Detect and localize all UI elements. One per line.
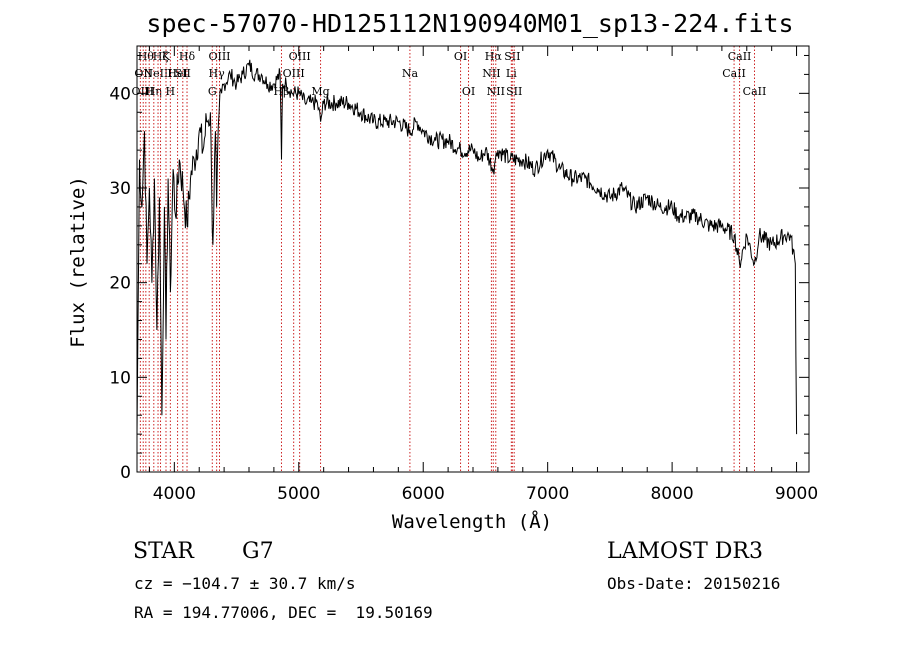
- line-label-18: Mg: [311, 85, 329, 98]
- line-label-20: OI: [454, 50, 467, 63]
- observation-date: Obs-Date: 20150216: [607, 574, 781, 593]
- object-type: STAR: [133, 539, 194, 564]
- axes: 4000 5000 6000 7000 8000 9000 0 10 20 30 40: [109, 45, 818, 504]
- line-label-21: OI: [462, 85, 475, 98]
- x-tick-label: 6000: [402, 484, 445, 504]
- line-label-19: Na: [402, 67, 419, 80]
- x-tick-label: 4000: [153, 484, 196, 504]
- line-label-10: SII: [175, 67, 191, 80]
- x-tick-label: 8000: [650, 484, 693, 504]
- line-label-1: OII: [134, 67, 152, 80]
- line-label-9: HeI: [167, 67, 187, 80]
- line-label-7: K: [162, 50, 171, 63]
- plot-frame: [136, 45, 810, 473]
- plot-area: [136, 59, 798, 435]
- x-axis-label: Wavelength (Å): [392, 510, 552, 533]
- line-label-13: Hγ: [209, 67, 226, 80]
- line-label-14: OIII: [208, 50, 230, 63]
- coordinates: RA = 194.77006, DEC = 19.50169: [134, 603, 433, 622]
- x-tick-label: 7000: [526, 484, 569, 504]
- redshift-cz: cz = −104.7 ± 30.7 km/s: [134, 574, 356, 593]
- survey-name: LAMOST DR3: [607, 539, 763, 564]
- x-tick-label: 9000: [775, 484, 818, 504]
- line-label-26: SII: [504, 50, 520, 63]
- line-label-28: CaII: [722, 67, 746, 80]
- line-label-0: OII: [132, 85, 150, 98]
- spectral-line-markers: OIIOIIHθHHηNeIIIHζKHHeISIIHδGHγOIIIHβOII…: [132, 46, 767, 472]
- spectrum-line: [136, 59, 798, 435]
- y-tick-label: 20: [109, 274, 131, 294]
- spectral-subclass: G7: [242, 539, 274, 564]
- line-label-15: Hβ: [274, 85, 290, 98]
- y-tick-label: 10: [109, 368, 131, 388]
- line-label-22: NII: [482, 67, 500, 80]
- line-label-2: Hθ: [138, 50, 155, 63]
- line-label-4: Hη: [146, 85, 162, 98]
- line-label-24: NII: [487, 85, 505, 98]
- line-label-27: SII: [506, 85, 522, 98]
- x-tick-label: 5000: [277, 484, 320, 504]
- line-label-16: OIII: [283, 67, 305, 80]
- line-label-3: H: [144, 85, 154, 98]
- line-label-29: CaII: [728, 50, 752, 63]
- y-tick-label: 30: [109, 179, 131, 199]
- line-label-12: G: [208, 85, 217, 98]
- line-label-6: Hζ: [153, 50, 169, 63]
- y-tick-label: 40: [109, 84, 131, 104]
- y-tick-label: 0: [120, 463, 131, 483]
- line-label-11: Hδ: [179, 50, 196, 63]
- chart-title: spec-57070-HD125112N190940M01_sp13-224.f…: [146, 9, 793, 38]
- line-label-8: H: [166, 85, 176, 98]
- line-label-30: CaII: [743, 85, 767, 98]
- y-axis-label: Flux (relative): [67, 176, 89, 348]
- line-label-17: OIII: [289, 50, 311, 63]
- line-label-23: Hα: [485, 50, 503, 63]
- line-label-5: NeIII: [143, 67, 172, 80]
- line-label-25: Li: [506, 67, 517, 80]
